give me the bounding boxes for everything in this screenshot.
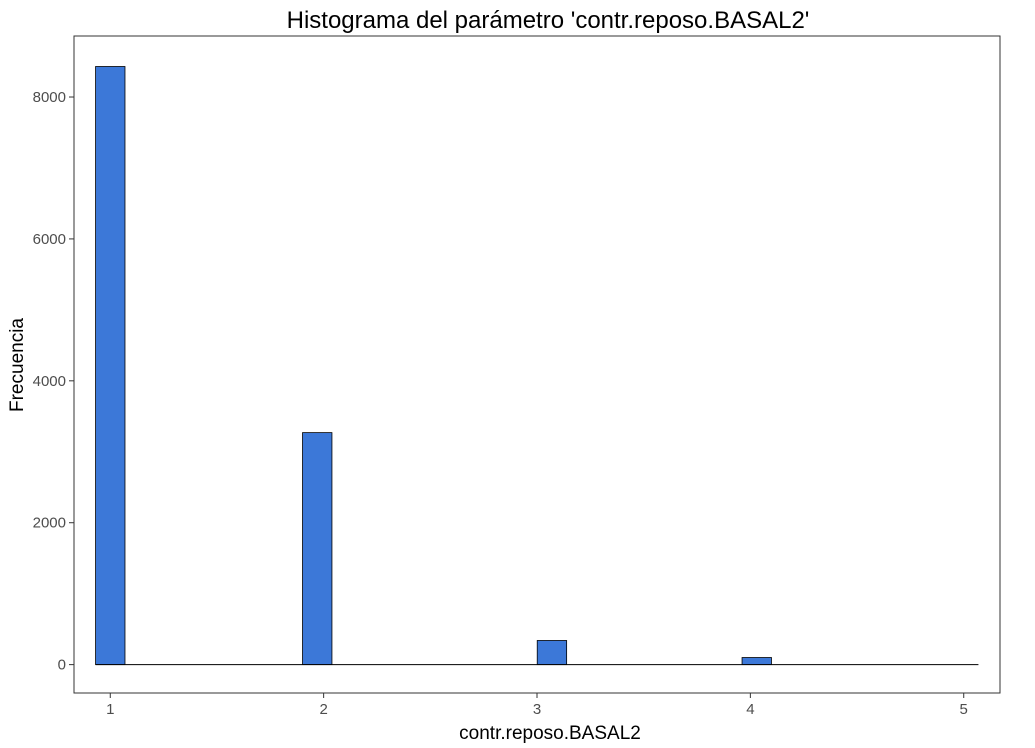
y-tick-label: 8000 [33, 89, 66, 106]
y-tick-label: 0 [58, 657, 66, 674]
x-tick-label: 2 [319, 701, 327, 718]
y-tick-label: 4000 [33, 373, 66, 390]
y-axis: 0 2000 4000 6000 8000 [33, 89, 74, 674]
histogram-bar [95, 66, 126, 666]
x-tick-label: 5 [960, 701, 968, 718]
x-tick-label: 4 [746, 701, 754, 718]
histogram-bar [302, 432, 333, 666]
y-tick-label: 2000 [33, 515, 66, 532]
histogram-bar [741, 657, 772, 666]
x-tick-label: 3 [533, 701, 541, 718]
y-tick-label: 6000 [33, 231, 66, 248]
chart-title: Histograma del parámetro 'contr.reposo.B… [287, 7, 810, 34]
x-tick-label: 1 [106, 701, 114, 718]
plot-panel-border [73, 35, 1001, 694]
x-axis-title: contr.reposo.BASAL2 [459, 723, 641, 744]
x-axis: 1 2 3 4 5 [106, 693, 968, 718]
histogram-bars [95, 66, 772, 666]
histogram-bar [536, 640, 568, 666]
y-axis-title: Frecuencia [7, 318, 28, 412]
